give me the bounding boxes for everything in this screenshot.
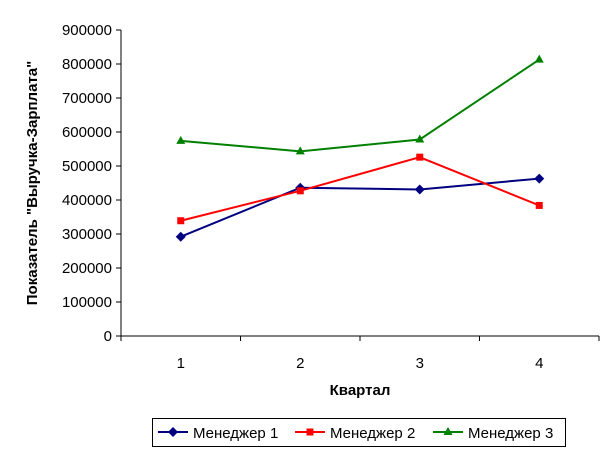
data-point <box>535 201 543 209</box>
data-point <box>175 231 186 242</box>
data-point <box>415 134 425 143</box>
data-point <box>176 135 186 144</box>
data-point <box>534 173 545 184</box>
legend-item: Менеджер 2 <box>295 425 415 442</box>
legend-marker <box>306 428 314 436</box>
data-point <box>296 187 304 195</box>
legend-item: Менеджер 1 <box>158 425 278 442</box>
y-tick-label: 800000 <box>62 56 112 73</box>
legend-label: Менеджер 1 <box>193 425 278 442</box>
y-tick-label: 100000 <box>62 294 112 311</box>
series-2 <box>177 153 543 225</box>
y-tick-label: 700000 <box>62 90 112 107</box>
legend: Менеджер 1 Менеджер 2 Менеджер 3 <box>152 418 566 447</box>
series-line <box>180 177 540 238</box>
y-tick-label: 900000 <box>62 22 112 39</box>
y-tick-label: 500000 <box>62 158 112 175</box>
series-line <box>180 156 540 222</box>
data-point <box>414 184 425 195</box>
legend-box <box>152 418 566 447</box>
y-tick-label: 0 <box>104 328 112 345</box>
x-tick-label: 3 <box>416 355 424 372</box>
series-line <box>180 58 540 153</box>
y-tick-label: 200000 <box>62 260 112 277</box>
y-axis-title: Показатель "Выручка-Зарплата" <box>24 61 41 305</box>
data-point <box>416 153 424 161</box>
x-axis-title: Квартал <box>330 382 391 399</box>
y-tick-label: 400000 <box>62 192 112 209</box>
x-tick-label: 4 <box>535 355 543 372</box>
legend-marker <box>168 427 178 437</box>
legend-label: Менеджер 2 <box>330 425 415 442</box>
data-point <box>534 54 544 63</box>
y-tick-label: 600000 <box>62 124 112 141</box>
x-tick-label: 2 <box>296 355 304 372</box>
legend-marker <box>443 427 453 435</box>
series-1 <box>175 173 545 242</box>
series-3 <box>176 54 544 155</box>
x-tick-label: 1 <box>177 355 185 372</box>
legend-label: Менеджер 3 <box>468 425 553 442</box>
data-point <box>295 146 305 155</box>
y-tick-label: 300000 <box>62 226 112 243</box>
data-point <box>177 217 185 225</box>
legend-item: Менеджер 3 <box>433 425 553 442</box>
